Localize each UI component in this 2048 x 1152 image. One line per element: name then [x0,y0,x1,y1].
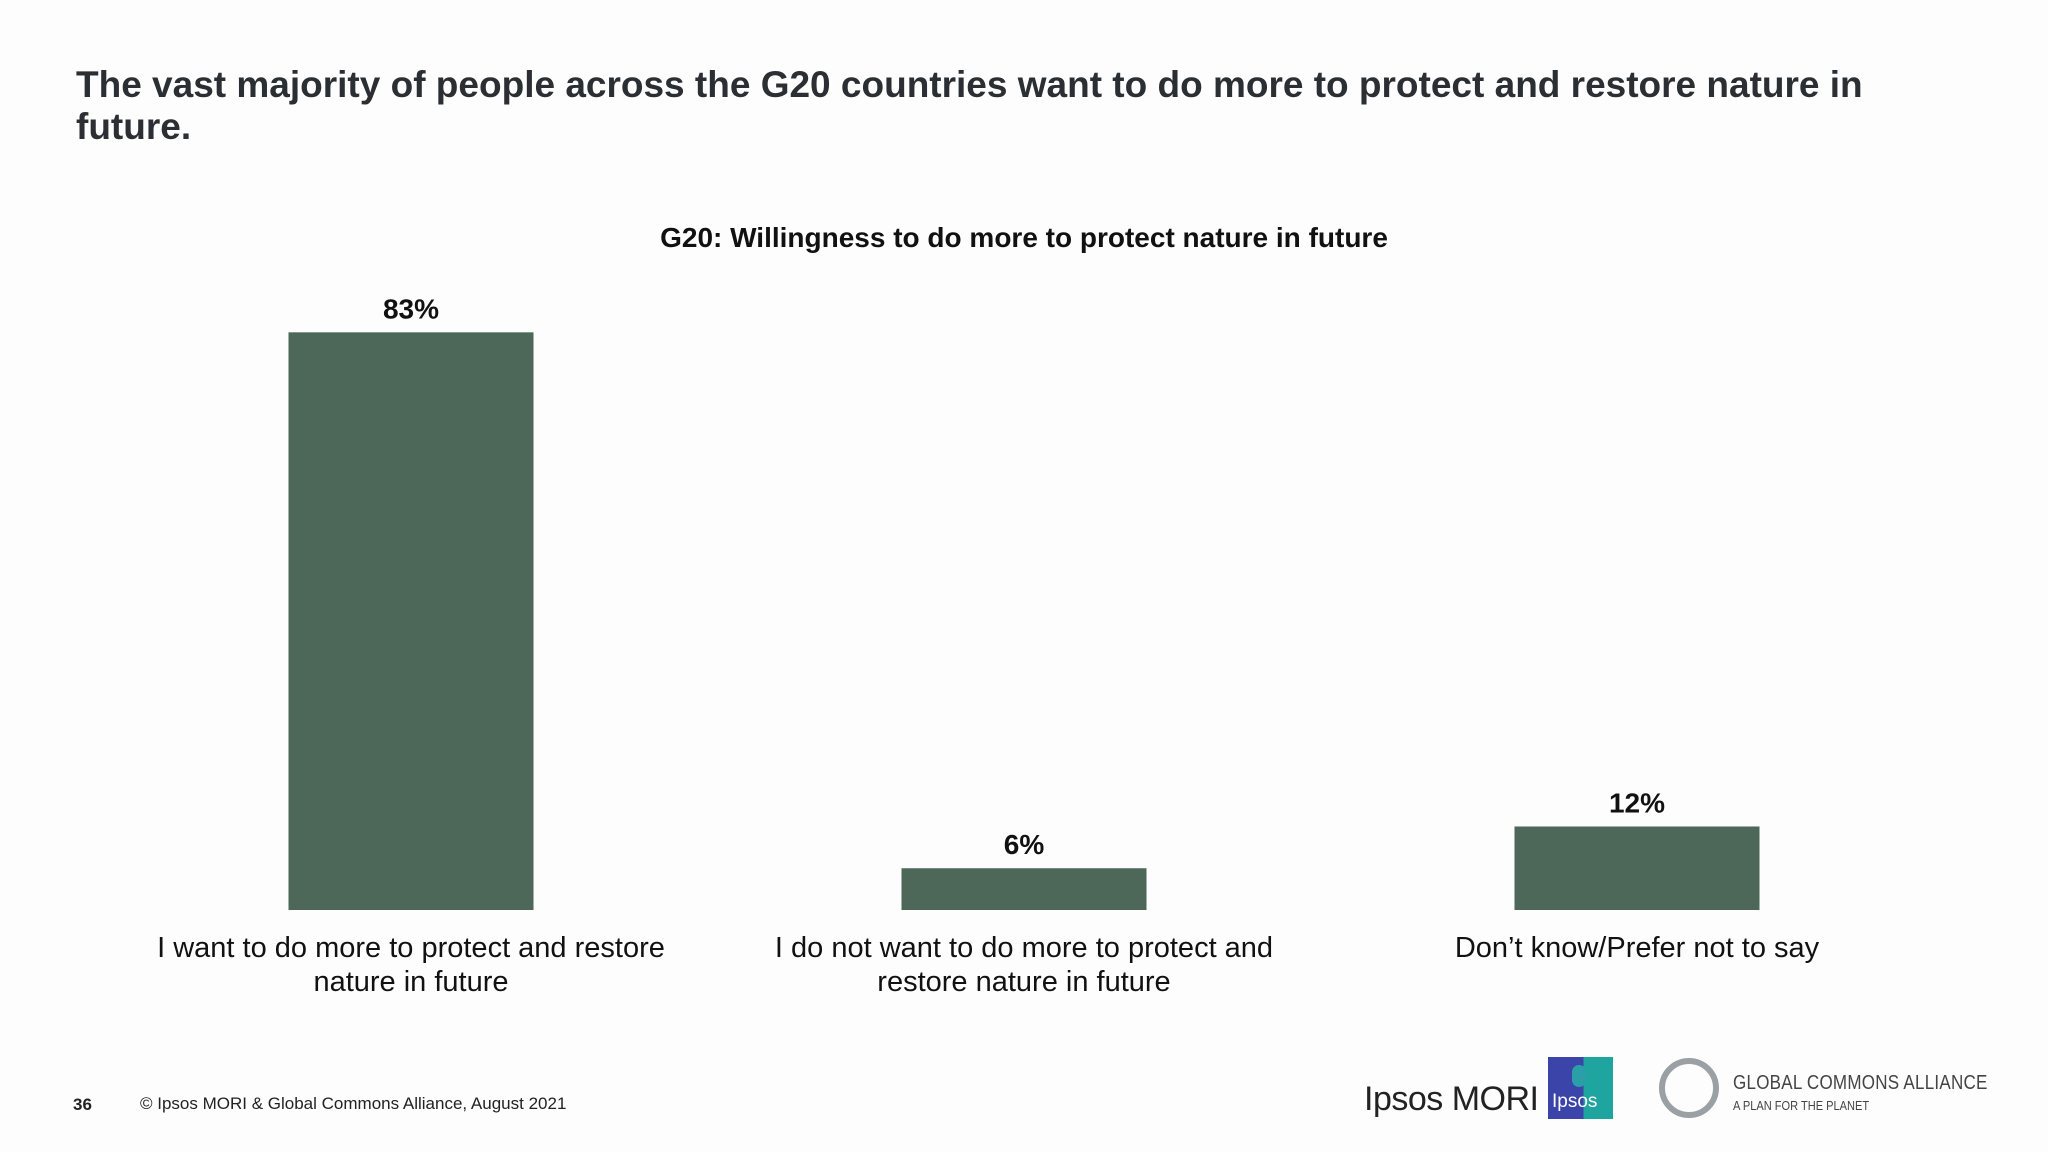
copyright-text: © Ipsos MORI & Global Commons Alliance, … [140,1094,567,1113]
category-label: restore nature in future [877,966,1170,998]
page-number: 36 [73,1095,92,1114]
bar [1514,826,1760,910]
bar [901,868,1147,910]
slide-headline: The vast majority of people across the G… [76,64,1863,147]
gca-ring-icon [1659,1058,1719,1118]
chart-title: G20: Willingness to do more to protect n… [660,222,1388,253]
bar-value-label: 83% [383,293,439,324]
gca-logo-tagline: A PLAN FOR THE PLANET [1733,1098,1870,1113]
bar-value-label: 6% [1004,829,1045,860]
category-label: Don’t know/Prefer not to say [1455,932,1820,964]
bar [288,332,534,910]
ipsos-mori-logo: Ipsos MORI [1364,1080,1539,1118]
ipsos-logo: Ipsos [1548,1057,1613,1119]
category-label: I want to do more to protect and restore [157,932,665,964]
bar-value-label: 12% [1609,787,1665,818]
ipsos-head-icon [1572,1065,1586,1087]
ipsos-logo-text: Ipsos [1552,1091,1598,1112]
category-label: I do not want to do more to protect and [775,932,1273,964]
category-label: nature in future [313,966,508,998]
gca-logo-name: GLOBAL COMMONS ALLIANCE [1733,1072,1988,1094]
